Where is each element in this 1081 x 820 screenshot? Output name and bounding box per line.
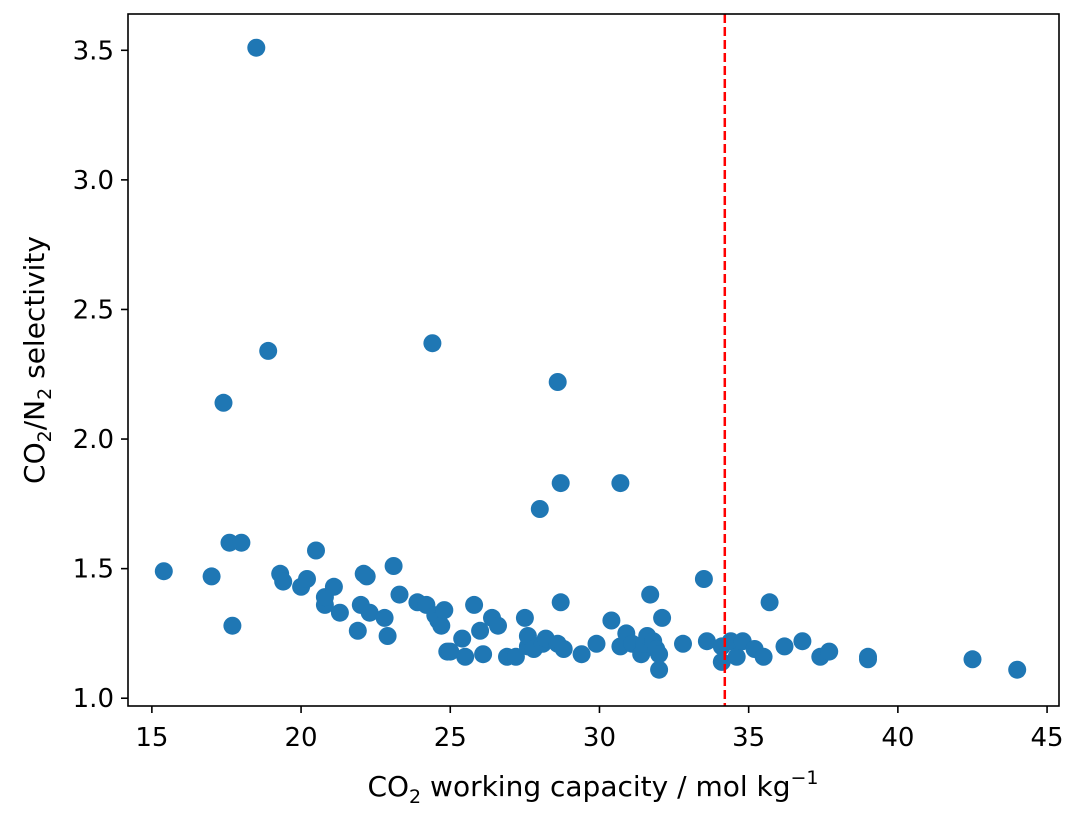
data-point — [602, 611, 621, 630]
x-tick-label: 25 — [434, 723, 467, 753]
y-axis-title: CO2/N2 selectivity — [18, 236, 56, 484]
data-point — [223, 616, 242, 635]
x-tick-label: 40 — [881, 723, 914, 753]
data-point — [432, 616, 451, 635]
x-axis-title-main: working capacity / mol kg — [421, 770, 790, 803]
data-point — [551, 593, 570, 612]
y-axis-title-sub2: 2 — [34, 388, 56, 400]
data-point — [587, 634, 606, 653]
data-point — [154, 562, 173, 581]
y-tick-label: 3.5 — [73, 36, 114, 66]
y-axis-title-sub1: 2 — [34, 430, 56, 442]
data-point — [674, 634, 692, 653]
data-point — [712, 652, 731, 671]
data-point — [456, 647, 475, 666]
y-axis-ticks: 1.0 1.5 2.0 2.5 3.0 3.5 — [73, 36, 128, 714]
data-point — [390, 585, 409, 604]
axes-frame — [127, 13, 1060, 707]
data-point — [554, 640, 573, 658]
data-point — [611, 474, 630, 493]
y-tick-label: 2.0 — [73, 425, 114, 455]
data-point — [375, 608, 394, 627]
data-point — [489, 616, 507, 635]
data-point — [471, 621, 490, 640]
data-point — [435, 601, 454, 620]
data-point — [378, 627, 397, 645]
data-point — [348, 621, 367, 640]
y-tick-label: 1.0 — [73, 684, 114, 714]
data-point — [793, 632, 812, 651]
x-axis-title-pre: CO — [367, 770, 409, 803]
x-tick-label: 35 — [732, 723, 765, 753]
data-point — [694, 570, 713, 588]
data-point — [259, 341, 278, 360]
x-tick-label: 15 — [135, 723, 168, 753]
data-point — [384, 557, 403, 575]
y-tick-label: 1.5 — [73, 555, 114, 585]
data-point — [572, 645, 591, 664]
points-layer — [154, 38, 1027, 679]
data-point — [530, 500, 549, 518]
data-point — [754, 647, 773, 666]
data-point — [423, 334, 442, 353]
data-point — [232, 533, 251, 552]
data-point — [775, 637, 794, 656]
data-point — [641, 585, 660, 604]
data-point — [727, 647, 746, 666]
x-axis-title-subscript: 2 — [409, 786, 421, 808]
data-point — [474, 645, 493, 664]
y-tick-label: 2.5 — [73, 295, 114, 325]
x-tick-label: 30 — [583, 723, 616, 753]
data-point — [357, 567, 376, 586]
data-point — [324, 577, 343, 596]
x-axis-title-superscript: −1 — [791, 767, 819, 789]
x-tick-label: 45 — [1031, 723, 1064, 753]
data-point — [274, 572, 293, 591]
data-point — [465, 595, 484, 614]
data-point — [820, 642, 839, 661]
data-point — [441, 642, 460, 661]
data-point — [963, 650, 982, 669]
data-point — [551, 474, 570, 493]
x-axis-title: CO2 working capacity / mol kg−1 — [367, 767, 818, 808]
data-point — [548, 373, 567, 391]
data-point — [760, 593, 779, 612]
plot-area — [127, 13, 1060, 707]
data-point — [360, 603, 379, 622]
data-point — [515, 608, 534, 627]
x-axis-ticks: 15 20 25 30 35 40 45 — [135, 706, 1064, 753]
y-axis-title-c: selectivity — [18, 236, 51, 388]
data-point — [202, 567, 221, 586]
data-point — [653, 608, 672, 627]
y-axis-title-b: /N — [18, 400, 51, 430]
data-point — [247, 38, 266, 57]
data-point — [453, 629, 472, 648]
data-point — [330, 603, 349, 622]
data-point — [506, 647, 525, 666]
data-point — [650, 660, 669, 679]
data-point — [214, 393, 233, 412]
data-point — [697, 632, 716, 651]
y-tick-label: 3.0 — [73, 166, 114, 196]
data-point — [1008, 660, 1027, 679]
x-tick-label: 20 — [285, 723, 318, 753]
y-axis-title-a: CO — [18, 442, 51, 484]
data-point — [859, 650, 877, 669]
data-point — [298, 570, 316, 588]
data-point — [650, 645, 669, 664]
data-point — [307, 541, 325, 560]
